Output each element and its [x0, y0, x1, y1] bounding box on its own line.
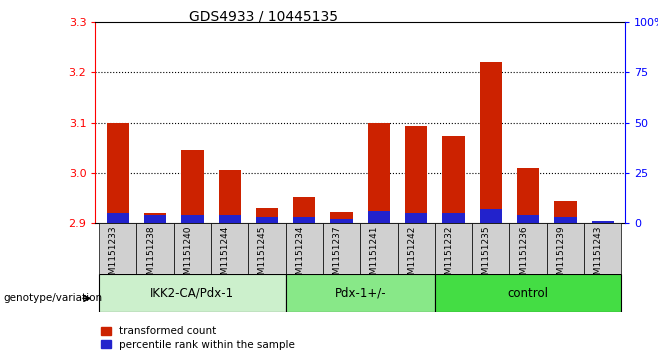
- Text: GSM1151233: GSM1151233: [109, 226, 118, 286]
- Bar: [480, 62, 502, 223]
- Bar: [144, 213, 166, 223]
- Legend: transformed count, percentile rank within the sample: transformed count, percentile rank withi…: [101, 326, 295, 350]
- Bar: [442, 213, 465, 223]
- Bar: [107, 213, 129, 223]
- Bar: [480, 209, 502, 223]
- FancyBboxPatch shape: [136, 223, 174, 274]
- FancyBboxPatch shape: [435, 274, 621, 312]
- Text: GSM1151238: GSM1151238: [146, 226, 155, 286]
- Bar: [218, 170, 241, 223]
- Bar: [554, 217, 576, 223]
- Bar: [517, 168, 540, 223]
- Bar: [442, 136, 465, 223]
- Bar: [107, 122, 129, 223]
- Text: GSM1151243: GSM1151243: [594, 226, 603, 286]
- Text: GDS4933 / 10445135: GDS4933 / 10445135: [189, 9, 338, 23]
- Text: GSM1151241: GSM1151241: [370, 226, 379, 286]
- Bar: [330, 219, 353, 223]
- Text: GSM1151242: GSM1151242: [407, 226, 417, 286]
- Text: GSM1151237: GSM1151237: [332, 226, 342, 286]
- Text: GSM1151245: GSM1151245: [258, 226, 267, 286]
- Bar: [405, 213, 428, 223]
- Text: GSM1151236: GSM1151236: [519, 226, 528, 286]
- FancyBboxPatch shape: [211, 223, 248, 274]
- FancyBboxPatch shape: [286, 223, 323, 274]
- FancyBboxPatch shape: [174, 223, 211, 274]
- Bar: [592, 222, 614, 223]
- Bar: [181, 215, 203, 223]
- Bar: [144, 215, 166, 223]
- Bar: [517, 215, 540, 223]
- FancyBboxPatch shape: [435, 223, 472, 274]
- Bar: [330, 212, 353, 223]
- FancyBboxPatch shape: [547, 223, 584, 274]
- Bar: [256, 208, 278, 223]
- FancyBboxPatch shape: [472, 223, 509, 274]
- Bar: [368, 122, 390, 223]
- Text: IKK2-CA/Pdx-1: IKK2-CA/Pdx-1: [150, 287, 234, 299]
- FancyBboxPatch shape: [286, 274, 435, 312]
- Bar: [293, 197, 315, 223]
- Text: Pdx-1+/-: Pdx-1+/-: [334, 287, 386, 299]
- Text: GSM1151235: GSM1151235: [482, 226, 491, 286]
- Bar: [256, 217, 278, 223]
- FancyBboxPatch shape: [323, 223, 361, 274]
- Bar: [554, 201, 576, 223]
- Text: GSM1151240: GSM1151240: [184, 226, 192, 286]
- Text: GSM1151232: GSM1151232: [445, 226, 453, 286]
- Text: GSM1151239: GSM1151239: [557, 226, 565, 286]
- Bar: [218, 215, 241, 223]
- Bar: [592, 221, 614, 223]
- Bar: [293, 217, 315, 223]
- FancyBboxPatch shape: [99, 274, 286, 312]
- Bar: [181, 150, 203, 223]
- FancyBboxPatch shape: [99, 223, 136, 274]
- FancyBboxPatch shape: [584, 223, 621, 274]
- FancyBboxPatch shape: [509, 223, 547, 274]
- Text: GSM1151234: GSM1151234: [295, 226, 304, 286]
- FancyBboxPatch shape: [248, 223, 286, 274]
- Bar: [368, 211, 390, 223]
- Text: control: control: [507, 287, 549, 299]
- Text: GSM1151244: GSM1151244: [220, 226, 230, 286]
- FancyBboxPatch shape: [361, 223, 397, 274]
- Text: genotype/variation: genotype/variation: [3, 293, 103, 303]
- Bar: [405, 126, 428, 223]
- FancyBboxPatch shape: [397, 223, 435, 274]
